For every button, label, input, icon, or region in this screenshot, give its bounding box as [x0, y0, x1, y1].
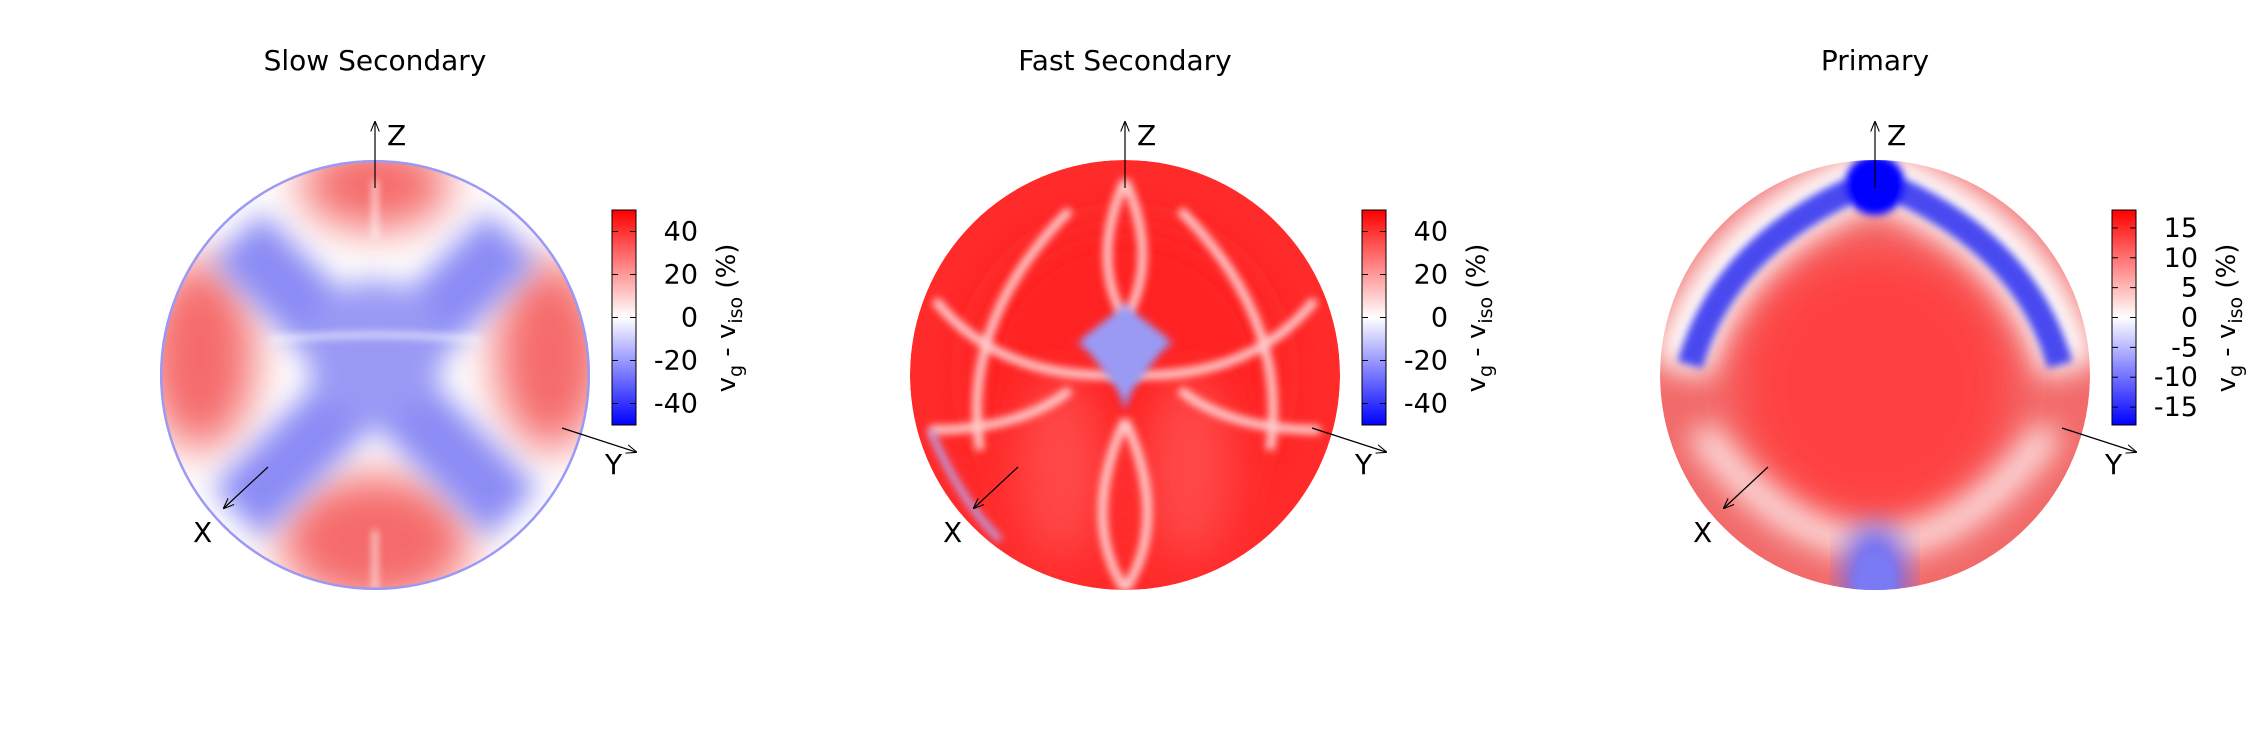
- heatmap-sphere: [160, 160, 590, 590]
- colorbar-tick-label: -40: [654, 389, 698, 420]
- panel-fast-secondary: Fast Secondary: [910, 44, 1497, 590]
- y-axis-label: Y: [1354, 448, 1373, 481]
- colorbar-tick-label: 0: [1431, 303, 1448, 334]
- panel-title: Fast Secondary: [1018, 44, 1231, 77]
- colorbar-tick-label: -40: [1404, 389, 1448, 420]
- x-axis-label: X: [943, 516, 962, 549]
- colorbar-label: vg - viso (%): [712, 244, 747, 393]
- colorbar-tick-label: -15: [2154, 392, 2198, 423]
- x-axis-label: X: [1693, 516, 1712, 549]
- colorbar-tick-label: 0: [681, 303, 698, 334]
- colorbar: 40 20 0 -20 -40 vg - viso (%): [1361, 209, 1497, 426]
- colorbar-tick-label: 40: [664, 217, 698, 248]
- colorbar-tick-label: 20: [664, 260, 698, 291]
- y-axis-label: Y: [2104, 448, 2123, 481]
- colorbar-tick-label: -5: [2171, 332, 2198, 363]
- colorbar-tick-label: 40: [1414, 217, 1448, 248]
- colorbar-tick-label: 0: [2181, 303, 2198, 334]
- panel-slow-secondary: Slow Secondary: [160, 44, 747, 590]
- x-axis-label: X: [193, 516, 212, 549]
- x-axis-arrow: [974, 466, 1019, 508]
- colorbar-tick-label: 10: [2164, 243, 2198, 274]
- panel-title: Slow Secondary: [264, 44, 487, 77]
- z-axis-label: Z: [387, 119, 406, 152]
- z-axis-label: Z: [1887, 119, 1906, 152]
- colorbar-tick-label: 20: [1414, 260, 1448, 291]
- y-axis-arrow: [561, 427, 636, 452]
- panel-title: Primary: [1821, 44, 1929, 77]
- colorbar-tick-label: 15: [2164, 213, 2198, 244]
- colorbar: 40 20 0 -20 -40 vg - viso (%): [611, 209, 747, 426]
- colorbar-tick-label: 5: [2181, 273, 2198, 304]
- colorbar-label: vg - viso (%): [1462, 244, 1497, 393]
- colorbar-label: vg - viso (%): [2212, 244, 2247, 393]
- heatmap-sphere: [1660, 160, 2090, 590]
- x-axis-arrow: [224, 466, 269, 508]
- y-axis-label: Y: [604, 448, 623, 481]
- z-axis-label: Z: [1137, 119, 1156, 152]
- heatmap-sphere: [910, 160, 1340, 590]
- y-axis-arrow: [1311, 427, 1386, 452]
- x-axis-arrow: [1724, 466, 1769, 508]
- panel-primary: Primary Z: [1660, 44, 2247, 590]
- colorbar-tick-label: -10: [2154, 362, 2198, 393]
- colorbar-tick-label: -20: [654, 346, 698, 377]
- colorbar-tick-label: -20: [1404, 346, 1448, 377]
- y-axis-arrow: [2061, 427, 2136, 452]
